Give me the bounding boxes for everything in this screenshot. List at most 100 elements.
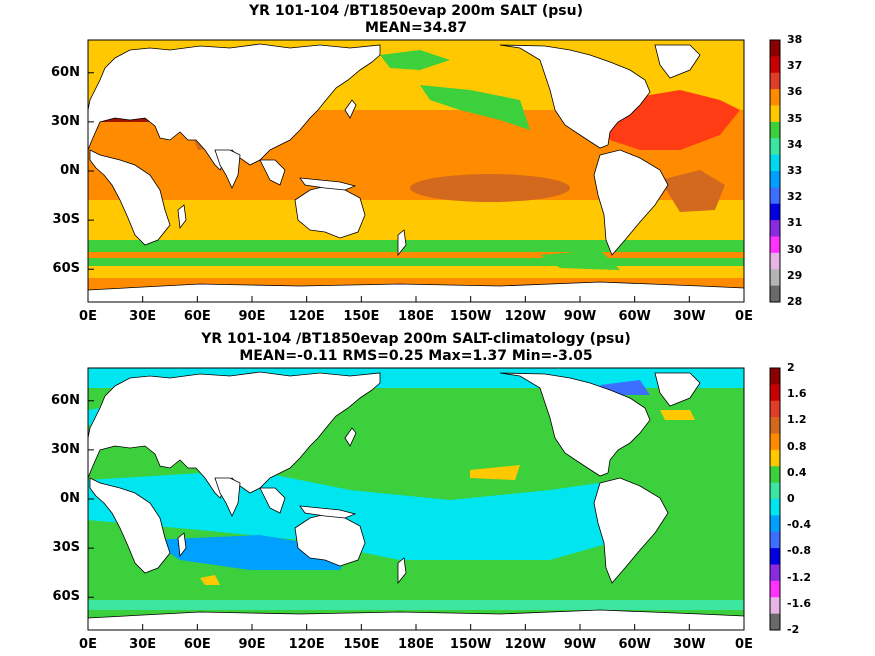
x-tick-label: 150E bbox=[343, 309, 380, 324]
colorbar-swatch bbox=[770, 515, 780, 533]
colorbar-label: 2 bbox=[787, 361, 795, 374]
colorbar-swatch bbox=[770, 252, 780, 270]
colorbar-frame bbox=[769, 39, 781, 303]
colorbar-label: -1.2 bbox=[787, 570, 812, 584]
colorbar-swatch bbox=[770, 203, 780, 221]
colorbar-label: 0 bbox=[787, 492, 795, 505]
colorbar-swatch bbox=[770, 72, 780, 90]
colorbar-swatch bbox=[770, 236, 780, 254]
panel1-map bbox=[88, 40, 744, 302]
panel1-colorbar bbox=[769, 39, 781, 303]
colorbar-swatch bbox=[770, 564, 780, 582]
x-tick-label: 120W bbox=[504, 309, 547, 324]
colorbar-swatch bbox=[770, 171, 780, 188]
colorbar-swatch bbox=[770, 417, 780, 434]
colorbar-swatch bbox=[770, 466, 780, 484]
axis-ticks bbox=[87, 72, 745, 630]
x-tick-label: 120E bbox=[288, 637, 325, 652]
x-tick-label: 60W bbox=[618, 309, 651, 324]
colorbar-swatch bbox=[770, 56, 780, 74]
x-tick-label: 90E bbox=[238, 637, 266, 652]
colorbar-swatch bbox=[770, 105, 780, 123]
x-tick-label: 120W bbox=[504, 637, 547, 652]
colorbar-label: 28 bbox=[787, 295, 803, 308]
colorbar-swatch bbox=[770, 187, 780, 205]
x-tick-label: 60W bbox=[618, 637, 651, 652]
x-tick-label: 180E bbox=[397, 309, 435, 324]
colorbar-swatch bbox=[770, 531, 780, 549]
colorbar-label: -0.8 bbox=[787, 544, 812, 558]
colorbar-swatch bbox=[770, 269, 780, 287]
y-tick-label: 60S bbox=[52, 261, 80, 277]
y-tick-label: 60N bbox=[51, 64, 80, 80]
colorbar-swatch bbox=[770, 384, 780, 402]
y-tick-label: 30N bbox=[51, 441, 80, 457]
colorbar-swatch bbox=[770, 40, 780, 57]
colorbar-label: 37 bbox=[787, 59, 803, 73]
colorbar-swatch bbox=[770, 368, 780, 385]
x-tick-label: 180E bbox=[397, 637, 435, 652]
x-tick-label: 0E bbox=[79, 637, 97, 652]
x-tick-label: 30E bbox=[129, 637, 157, 652]
colorbar-swatch bbox=[770, 154, 780, 172]
x-tick-label: 60E bbox=[183, 637, 211, 652]
panel2-subtitle: MEAN=-0.11 RMS=0.25 Max=1.37 Min=-3.05 bbox=[239, 348, 593, 364]
colorbar-swatch bbox=[770, 499, 780, 516]
x-tick-label: 90W bbox=[563, 309, 597, 324]
y-tick-label: 30N bbox=[51, 113, 80, 129]
x-tick-label: 120E bbox=[288, 309, 325, 324]
colorbar-label: -0.4 bbox=[787, 518, 812, 532]
colorbar-label: 1.6 bbox=[787, 387, 807, 401]
colorbar-swatch bbox=[770, 285, 780, 303]
colorbar-swatch bbox=[770, 138, 780, 156]
colorbar-label: 29 bbox=[787, 268, 803, 282]
colorbar-swatch bbox=[770, 580, 780, 598]
x-tick-label: 150E bbox=[343, 637, 380, 652]
colorbar-swatch bbox=[770, 400, 780, 418]
panel2-colorbar bbox=[769, 367, 781, 631]
colorbar-label: 1.2 bbox=[787, 413, 807, 427]
colorbar-swatch bbox=[770, 121, 780, 139]
colorbar-label: 31 bbox=[787, 216, 803, 230]
x-tick-label: 0E bbox=[735, 637, 753, 652]
colorbar-swatch bbox=[770, 597, 780, 615]
x-tick-label: 60E bbox=[183, 309, 211, 324]
x-tick-label: 90W bbox=[563, 637, 597, 652]
colorbar-label: -1.6 bbox=[787, 596, 812, 610]
y-tick-label: 60S bbox=[52, 589, 80, 605]
colorbar-label: 33 bbox=[787, 164, 803, 177]
colorbar-label: 0.8 bbox=[787, 439, 807, 453]
colorbar-label: 35 bbox=[787, 111, 803, 125]
colorbar-label: 30 bbox=[787, 242, 803, 256]
x-tick-label: 30W bbox=[673, 309, 706, 324]
colorbar-label: 38 bbox=[787, 33, 803, 46]
colorbar-swatch bbox=[770, 89, 780, 106]
colorbar-label: 36 bbox=[787, 85, 803, 99]
y-tick-label: 30S bbox=[52, 540, 80, 556]
x-tick-label: 150W bbox=[449, 309, 492, 324]
x-tick-label: 30W bbox=[673, 637, 706, 652]
colorbar-swatch bbox=[770, 613, 780, 631]
colorbar-swatch bbox=[770, 449, 780, 467]
x-tick-label: 30E bbox=[129, 309, 157, 324]
y-tick-label: 0N bbox=[60, 491, 80, 506]
y-tick-label: 0N bbox=[60, 163, 80, 178]
x-tick-label: 150W bbox=[449, 637, 492, 652]
panel1-title: YR 101-104 /BT1850evap 200m SALT (psu) bbox=[249, 3, 583, 19]
panel2-map bbox=[88, 368, 744, 630]
y-tick-label: 60N bbox=[51, 392, 80, 408]
colorbar-swatch bbox=[770, 482, 780, 500]
x-tick-label: 0E bbox=[735, 309, 753, 324]
panel2-title: YR 101-104 /BT1850evap 200m SALT-climato… bbox=[201, 331, 631, 347]
x-tick-label: 0E bbox=[79, 309, 97, 324]
panel1-subtitle: MEAN=34.87 bbox=[364, 20, 468, 36]
colorbar-swatch bbox=[770, 548, 780, 565]
x-tick-label: 90E bbox=[238, 309, 266, 324]
colorbar-label: -2 bbox=[787, 623, 800, 636]
colorbar-swatch bbox=[770, 433, 780, 451]
y-tick-label: 30S bbox=[52, 212, 80, 228]
colorbar-label: 34 bbox=[787, 137, 803, 151]
colorbar-swatch bbox=[770, 220, 780, 237]
colorbar-frame bbox=[769, 367, 781, 631]
